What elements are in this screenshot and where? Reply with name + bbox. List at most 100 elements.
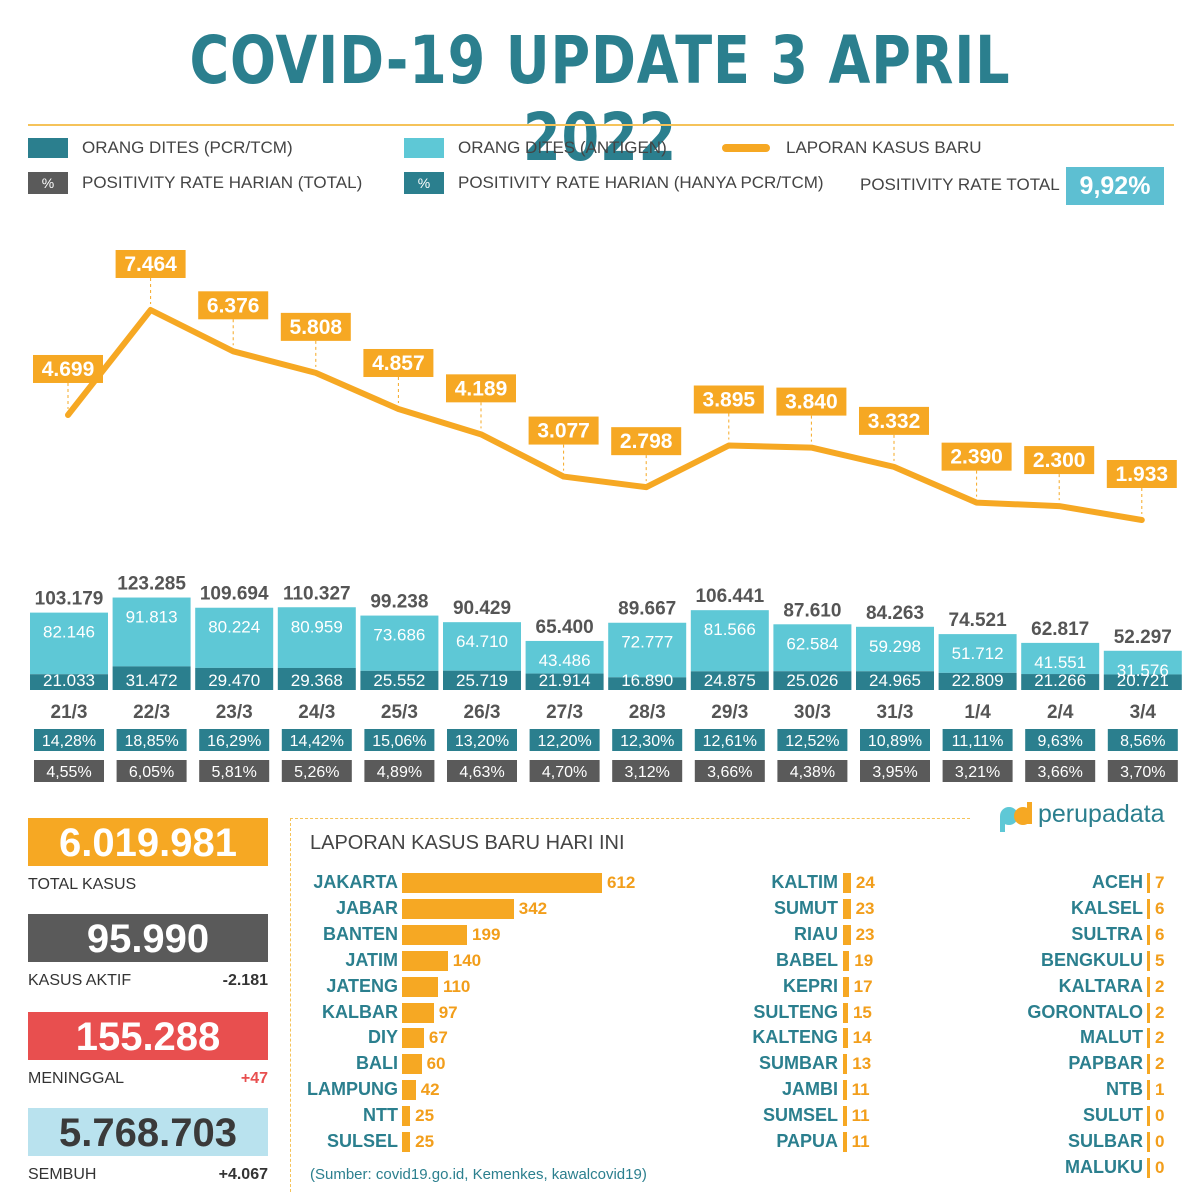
province-bar — [402, 976, 438, 997]
province-bar — [402, 924, 468, 945]
positivity-total-label: 4,38% — [790, 764, 835, 781]
province-name: BABEL — [776, 949, 838, 970]
province-name: LAMPUNG — [307, 1079, 398, 1100]
covid-chart: 82.146 21.033 103.179 21/3 14,28% 4,55% 91.813… — [30, 250, 1182, 782]
legend-cases-line — [722, 144, 770, 152]
province-bar — [402, 873, 602, 893]
bar-antigen — [690, 610, 769, 672]
total-tested-label: 109.694 — [200, 584, 269, 605]
province-bar — [402, 1002, 434, 1023]
date-label: 29/3 — [711, 702, 748, 723]
deaths-value: 155.288 — [28, 1012, 268, 1060]
bar-antigen — [938, 634, 1017, 673]
province-name: SULBAR — [1068, 1131, 1143, 1151]
positivity-pcr-badge — [364, 729, 435, 751]
province-value: 17 — [853, 976, 873, 996]
pcr-value-label: 31.472 — [126, 671, 178, 690]
case-value-label: 4.699 — [42, 358, 95, 381]
brand-name: perupadata — [1038, 800, 1165, 828]
province-value: 97 — [438, 1002, 458, 1022]
positivity-pcr-label: 18,85% — [124, 733, 178, 750]
province-name: KALTARA — [1058, 975, 1143, 996]
bar-pcr — [608, 677, 687, 690]
province-value: 42 — [420, 1080, 440, 1100]
total-tested-label: 110.327 — [283, 583, 351, 604]
province-bar — [843, 1028, 848, 1049]
province-bar — [402, 898, 514, 919]
case-label-box — [363, 348, 434, 377]
province-value: 342 — [518, 898, 548, 918]
active-cases-delta: -2.181 — [222, 972, 268, 989]
antigen-value-label: 59.298 — [869, 637, 921, 656]
antigen-value-label: 51.712 — [952, 644, 1004, 663]
deaths-delta: +47 — [240, 1070, 268, 1087]
positivity-pcr-badge — [942, 729, 1013, 751]
antigen-value-label: 91.813 — [126, 608, 178, 627]
pcr-value-label: 25.552 — [373, 671, 425, 690]
province-bar — [1147, 873, 1150, 893]
antigen-value-label: 81.566 — [704, 620, 756, 639]
positivity-total-label: 3,66% — [1038, 764, 1083, 781]
positivity-pcr-badge — [34, 729, 104, 751]
province-value: 67 — [428, 1028, 448, 1048]
legend-pos-pcr-label: POSITIVITY RATE HARIAN (HANYA PCR/TCM) — [458, 173, 824, 192]
province-name: BENGKULU — [1041, 949, 1143, 970]
positivity-total-label: 4,70% — [542, 764, 587, 781]
positivity-pcr-label: 16,29% — [207, 733, 261, 750]
case-value-label: 3.840 — [785, 391, 838, 414]
province-value: 2 — [1155, 976, 1165, 996]
bar-antigen — [112, 597, 191, 667]
antigen-value-label: 80.224 — [208, 618, 260, 637]
province-name: SUMUT — [774, 897, 838, 918]
positivity-pcr-label: 12,30% — [620, 733, 674, 750]
province-value: 199 — [472, 924, 501, 944]
case-label-box — [33, 354, 103, 383]
source-note: (Sumber: covid19.go.id, Kemenkes, kawalc… — [310, 1166, 647, 1183]
province-bar — [1147, 924, 1150, 945]
province-value: 0 — [1155, 1132, 1165, 1151]
cases-line — [65, 307, 1145, 523]
positivity-total-badge — [1025, 760, 1096, 782]
deaths-label: MENINGGAL — [28, 1070, 125, 1087]
province-value: 7 — [1155, 873, 1165, 892]
active-cases-value: 95.990 — [28, 914, 268, 962]
province-bar — [1147, 1028, 1150, 1049]
case-label-box — [776, 387, 847, 416]
bar-pcr — [360, 670, 439, 690]
antigen-value-label: 31.576 — [1117, 661, 1169, 680]
province-value: 6 — [1155, 898, 1165, 918]
date-label: 25/3 — [381, 702, 418, 723]
bar-pcr — [1021, 674, 1100, 690]
province-name: RIAU — [794, 923, 838, 944]
province-value: 0 — [1155, 1157, 1165, 1177]
recovered-value: 5.768.703 — [28, 1108, 268, 1156]
date-label: 1/4 — [964, 702, 991, 723]
province-bar — [1147, 1106, 1150, 1127]
rate-total-value: 9,92% — [1066, 167, 1164, 205]
recovered-label: SEMBUH — [28, 1166, 97, 1183]
province-name: KALTENG — [752, 1027, 838, 1048]
positivity-total-badge — [1107, 760, 1178, 782]
date-label: 30/3 — [794, 702, 831, 723]
province-name: BANTEN — [323, 923, 398, 944]
province-name: JATIM — [345, 949, 398, 970]
bar-pcr — [1103, 674, 1182, 690]
province-value: 14 — [852, 1028, 872, 1048]
bar-antigen — [1021, 642, 1100, 675]
antigen-value-label: 41.551 — [1034, 653, 1086, 672]
pcr-value-label: 16.890 — [621, 671, 673, 690]
positivity-pcr-label: 12,52% — [785, 733, 839, 750]
total-tested-label: 99.238 — [370, 592, 428, 613]
total-tested-label: 106.441 — [695, 586, 764, 607]
province-value: 23 — [855, 924, 875, 944]
case-label-box — [1024, 446, 1095, 475]
province-name: KALSEL — [1071, 897, 1143, 918]
positivity-pcr-label: 12,20% — [537, 733, 591, 750]
positivity-pcr-badge — [1025, 729, 1096, 751]
positivity-total-badge — [612, 760, 683, 782]
positivity-total-badge — [860, 760, 930, 782]
province-name: DIY — [367, 1027, 398, 1048]
antigen-value-label: 73.686 — [373, 626, 425, 645]
date-label: 28/3 — [629, 702, 666, 723]
province-value: 19 — [854, 950, 874, 970]
